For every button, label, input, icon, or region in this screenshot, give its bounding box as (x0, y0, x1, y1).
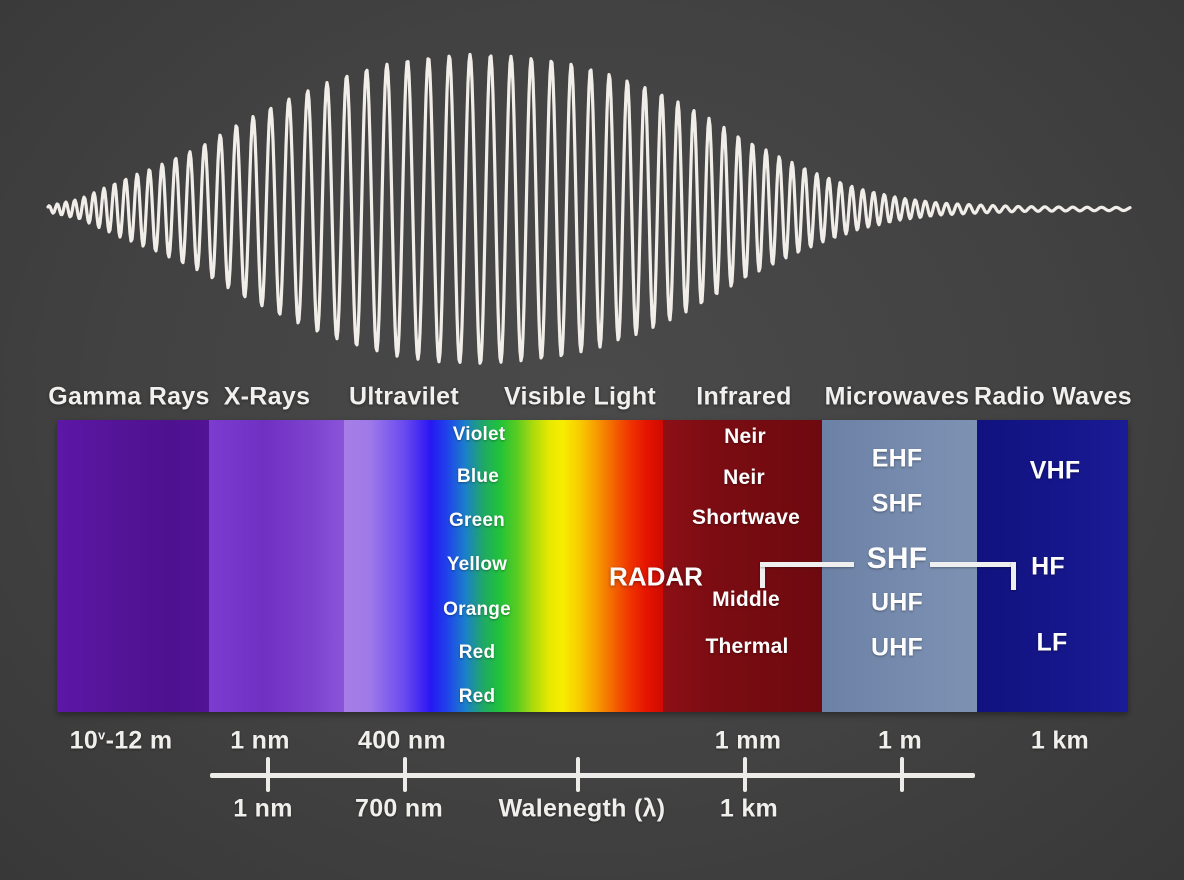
band-visible-light (430, 420, 663, 712)
scale-label-1km-top: 1 km (1030, 726, 1090, 755)
shf-bracket-left-vertical (760, 562, 765, 588)
infrared-label-middle: Middle (712, 588, 780, 611)
shf-bracket-right-horizontal (930, 562, 1016, 567)
visible-label-red-2: Red (458, 686, 496, 707)
amplitude-wave-figure (46, 52, 1132, 365)
band-gamma-rays (57, 420, 209, 712)
band-x-rays (209, 420, 344, 712)
category-ultraviolet: Ultravilet (349, 382, 459, 411)
scale-10-rest: -12 m (105, 726, 173, 755)
microwave-label-uhf-1: UHF (871, 588, 923, 617)
shf-bracket-left-horizontal (760, 562, 854, 567)
axis-tick-2 (403, 757, 407, 792)
scale-label-1m: 1 m (878, 726, 922, 755)
infrared-label-near-2: Neir (723, 466, 765, 489)
microwave-label-uhf-2: UHF (871, 633, 923, 662)
band-ultraviolet (344, 420, 430, 712)
wavelength-axis-line (210, 773, 975, 778)
wavelength-axis-title: Walenegth (λ) (498, 794, 666, 823)
infrared-label-thermal: Thermal (705, 635, 789, 658)
infrared-label-near-1: Neir (724, 425, 766, 448)
visible-label-orange: Orange (443, 599, 511, 620)
axis-tick-1 (266, 757, 270, 792)
radio-label-lf: LF (1036, 628, 1068, 657)
scale-label-1nm-top: 1 nm (230, 726, 290, 755)
scale-10-sup: v (98, 727, 106, 743)
axis-tick-4 (743, 757, 747, 792)
scale-label-400nm: 400 nm (358, 726, 446, 755)
radio-label-vhf: VHF (1029, 456, 1081, 485)
wave-path (46, 52, 1132, 365)
microwave-label-ehf: EHF (871, 444, 923, 473)
visible-label-yellow: Yellow (446, 554, 508, 575)
scale-10-base: 10 (69, 726, 99, 755)
category-visible-light: Visible Light (503, 382, 657, 411)
axis-tick-5 (900, 757, 904, 792)
radar-label: RADAR (609, 561, 703, 592)
visible-label-red-1: Red (458, 642, 496, 663)
category-x-rays: X-Rays (223, 382, 311, 411)
scale-label-1mm: 1 mm (714, 726, 782, 755)
category-infrared: Infrared (696, 382, 792, 411)
scale-label-700nm: 700 nm (355, 794, 443, 823)
infrared-label-shortwave: Shortwave (692, 506, 800, 529)
microwave-label-shf-2: SHF (866, 542, 928, 575)
scale-label-1nm-bottom: 1 nm (233, 794, 293, 823)
shf-bracket-right-vertical (1011, 562, 1016, 590)
scale-label-10-12-m: 10v-12 m (70, 727, 173, 756)
scale-label-1km-bottom: 1 km (719, 794, 779, 823)
category-gamma-rays: Gamma Rays (48, 382, 210, 411)
category-radio-waves: Radio Waves (974, 382, 1132, 411)
visible-label-blue: Blue (457, 466, 499, 487)
radio-label-hf: HF (1031, 552, 1065, 581)
axis-tick-3 (576, 757, 580, 792)
microwave-label-shf-1: SHF (871, 489, 923, 518)
category-microwaves: Microwaves (824, 382, 970, 411)
visible-label-green: Green (449, 510, 505, 531)
visible-label-violet: Violet (452, 424, 506, 445)
